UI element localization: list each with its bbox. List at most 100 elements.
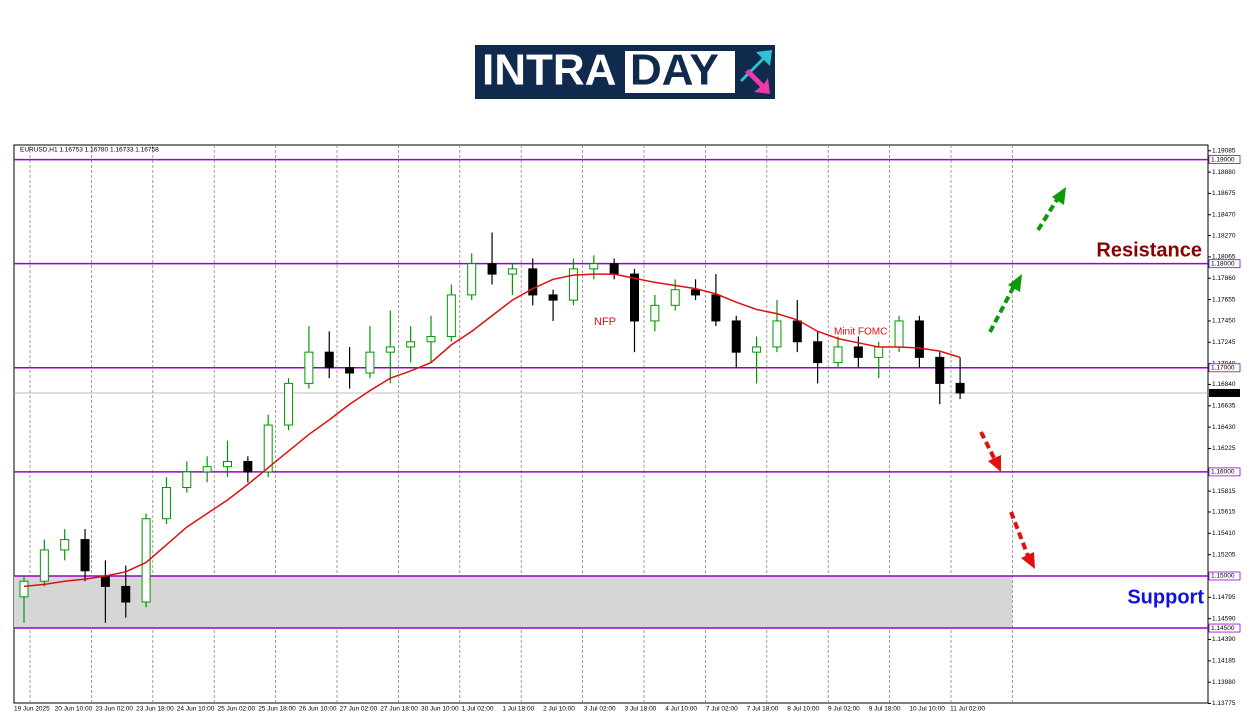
y-tick-label: 1.15815 — [1212, 488, 1236, 495]
y-tick-label: 1.16635 — [1212, 403, 1236, 410]
arrowhead — [1008, 274, 1022, 292]
x-tick-label: 1 Jul 02:00 — [462, 706, 494, 713]
candle-body — [202, 466, 212, 473]
x-tick-label: 7 Jul 02:00 — [706, 706, 738, 713]
current-price-box — [1209, 388, 1240, 397]
x-tick-label: 27 Jun 02:00 — [340, 706, 378, 713]
plot-frame — [13, 144, 1209, 704]
y-tick-label: 1.16840 — [1212, 381, 1236, 388]
level-label-box — [1208, 571, 1241, 581]
candle-body — [345, 367, 355, 374]
candle-body — [894, 320, 904, 348]
arrow — [988, 285, 1016, 333]
candle-body — [548, 294, 558, 301]
candle-body — [914, 320, 924, 358]
current-price-label: 1.16758 — [1211, 390, 1235, 397]
y-tick-label: 1.17655 — [1212, 296, 1236, 303]
candle-body — [161, 487, 171, 520]
arrow — [979, 431, 997, 461]
candle-body — [853, 346, 863, 358]
candle-body — [589, 263, 599, 270]
annotation: Support — [1127, 586, 1204, 608]
candle-body — [426, 336, 436, 343]
zone-layer — [14, 575, 1012, 629]
logo: INTRA DAY — [475, 45, 775, 99]
plot — [14, 158, 1208, 629]
y-tick-label: 1.15410 — [1212, 530, 1236, 537]
x-tick-label: 11 Jul 02:00 — [950, 706, 985, 713]
candle-body — [385, 346, 395, 353]
candle-body — [670, 289, 680, 306]
level-label: 1.19000 — [1211, 156, 1235, 163]
arrow — [1036, 196, 1060, 232]
level-label-box — [1208, 467, 1241, 477]
candle-body — [935, 356, 945, 384]
candle-body — [182, 471, 192, 489]
x-tick-label: 26 Jun 10:00 — [299, 706, 337, 713]
y-tick-label: 1.18270 — [1212, 232, 1236, 239]
logo-text: INTRA — [482, 46, 616, 95]
candle-body — [304, 351, 314, 384]
arrows — [979, 187, 1066, 569]
candle-body — [467, 263, 477, 296]
y-tick-label: 1.18065 — [1212, 254, 1236, 261]
arrowhead — [1052, 187, 1066, 205]
x-tick-label: 2 Jul 10:00 — [543, 706, 575, 713]
candle-body — [752, 346, 762, 353]
y-tick-label: 1.18880 — [1212, 169, 1236, 176]
candle-body — [223, 460, 232, 468]
candle-body — [813, 341, 823, 364]
y-tick-label: 1.17245 — [1212, 339, 1236, 346]
candle-body — [100, 575, 110, 587]
logo-icon — [745, 69, 770, 94]
candle-body — [141, 518, 151, 603]
annotation: Minit FOMC — [834, 327, 887, 338]
y-tick-label: 1.14795 — [1212, 594, 1236, 601]
candle-body — [487, 263, 497, 275]
y-tick-label: 1.15205 — [1212, 551, 1236, 558]
annotation: Resistance — [1096, 239, 1202, 261]
x-tick-label: 25 Jun 02:00 — [218, 706, 256, 713]
y-tick-label: 1.13775 — [1212, 700, 1236, 707]
candle-body — [711, 294, 721, 322]
x-tick-label: 20 Jun 10:00 — [55, 706, 93, 713]
x-tick-label: 3 Jul 18:00 — [625, 706, 657, 713]
y-tick-label: 1.17860 — [1212, 275, 1236, 282]
y-tick-label: 1.16430 — [1212, 424, 1236, 431]
y-tick-label: 1.13980 — [1212, 679, 1236, 686]
x-tick-label: 4 Jul 10:00 — [665, 706, 697, 713]
axis: 1.19085 1.18880 1.18675 1.18470 1.18270 1.180… — [14, 147, 1241, 713]
candle-body — [324, 351, 334, 369]
x-tick-label: 9 Jul 18:00 — [869, 706, 901, 713]
x-tick-label: 8 Jul 10:00 — [787, 706, 819, 713]
candle-body — [691, 289, 701, 296]
moving-average — [23, 273, 961, 588]
candle-body — [731, 320, 741, 353]
header: EURUSD,H1 1.16753 1.16780 1.16733 1.1675… — [20, 147, 159, 154]
candle-body — [955, 382, 965, 394]
candle-body — [874, 346, 884, 358]
x-tick-label: 23 Jun 02:00 — [95, 706, 133, 713]
x-tick-label: 19 Jun 2025 — [14, 706, 50, 713]
candle-body — [772, 320, 782, 348]
candle-body — [650, 304, 660, 322]
x-tick-label: 7 Jul 18:00 — [747, 706, 779, 713]
candle-body — [80, 539, 90, 572]
candle-body — [528, 268, 538, 296]
level-label-box — [1208, 155, 1241, 164]
y-tick-label: 1.18470 — [1212, 211, 1236, 218]
x-tick-label: 3 Jul 02:00 — [584, 706, 616, 713]
support-zone — [14, 575, 1012, 629]
level-label-box — [1208, 623, 1241, 633]
y-tick-label: 1.18675 — [1212, 190, 1236, 197]
annotation: NFP — [594, 316, 616, 328]
candle-body — [833, 346, 843, 364]
arrowhead — [988, 455, 1001, 472]
candle-body — [60, 539, 70, 551]
x-tick-label: 1 Jul 18:00 — [502, 706, 534, 713]
candle-body — [39, 549, 49, 582]
level-label: 1.15000 — [1211, 573, 1235, 580]
logo-box — [625, 51, 735, 93]
